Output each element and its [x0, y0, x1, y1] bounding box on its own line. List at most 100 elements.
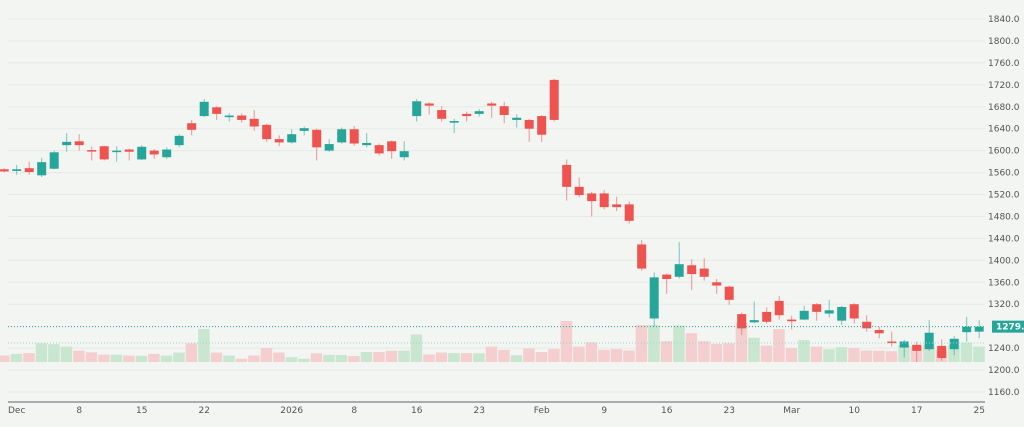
candle-body: [749, 320, 759, 323]
volume-bar: [560, 321, 573, 362]
volume-bar: [610, 349, 623, 362]
x-tick-label: 16: [411, 406, 423, 416]
candle: [487, 101, 497, 118]
candle-body: [112, 150, 122, 153]
candle: [12, 164, 22, 175]
candle: [974, 320, 984, 339]
candle: [124, 148, 134, 161]
candle-body: [24, 168, 34, 173]
candle: [387, 140, 397, 159]
candle: [949, 336, 959, 356]
volume-bar: [0, 355, 10, 362]
volume-bar: [885, 351, 898, 362]
candle-body: [887, 341, 897, 344]
x-tick-label: Mar: [783, 406, 800, 416]
candle: [424, 102, 434, 115]
volume-bar: [598, 349, 610, 362]
candle-body: [762, 311, 772, 322]
candle-body: [549, 79, 559, 120]
x-tick-label: 17: [911, 406, 922, 416]
candle-body: [49, 152, 59, 169]
x-tick-label: 10: [848, 406, 860, 416]
last-price-badge: 1279.1: [992, 320, 1024, 333]
volume-bar: [23, 353, 35, 362]
candle-body: [787, 319, 797, 322]
candle-body: [412, 101, 422, 117]
volume-bar: [860, 350, 873, 362]
volume-bar: [60, 346, 73, 362]
candle: [737, 312, 747, 335]
y-tick-label: 1680.0: [988, 103, 1020, 113]
candle: [412, 99, 422, 122]
y-tick-label: 1360.0: [988, 278, 1020, 288]
candle: [374, 143, 384, 156]
candle-body: [799, 310, 809, 320]
candle: [212, 106, 222, 120]
x-tick-label: 25: [973, 406, 984, 416]
volume-bar: [98, 354, 110, 362]
volume-bar: [35, 343, 48, 362]
volume-bar: [498, 349, 510, 362]
candle: [799, 305, 809, 321]
candle: [174, 134, 184, 148]
candle-body: [87, 150, 97, 152]
candle: [87, 146, 97, 161]
candle-body: [812, 304, 822, 312]
candle-body: [849, 304, 859, 319]
candle-body: [924, 332, 934, 350]
candle-body: [299, 128, 309, 131]
volume-bar: [798, 340, 810, 362]
y-tick-label: 1560.0: [988, 169, 1020, 179]
candle-body: [137, 146, 147, 160]
candle-body: [99, 146, 109, 160]
x-tick-label: 23: [723, 406, 734, 416]
candle: [912, 341, 922, 362]
candle-body: [837, 306, 847, 321]
candle: [849, 303, 859, 324]
candle: [962, 316, 972, 342]
candle: [587, 191, 597, 217]
candle-body: [712, 282, 722, 286]
x-tick-label: 8: [351, 406, 357, 416]
volume-bar: [960, 342, 973, 362]
y-tick-label: 1440.0: [988, 234, 1020, 244]
candle: [499, 101, 509, 124]
candle-body: [624, 204, 634, 221]
volume-bar: [273, 352, 285, 362]
candle-body: [562, 164, 572, 187]
volume-bar: [423, 354, 435, 362]
candle: [887, 331, 897, 347]
candle: [399, 141, 409, 161]
candle-body: [449, 121, 459, 123]
candle-body: [949, 338, 959, 350]
candle: [787, 315, 797, 330]
volume-bar: [448, 353, 460, 362]
volume-bar: [660, 341, 673, 362]
x-tick-label: Feb: [534, 406, 550, 416]
candles: [0, 78, 984, 362]
candle-body: [387, 141, 397, 152]
candle: [149, 148, 159, 159]
candle-body: [362, 142, 372, 146]
candle-body: [212, 107, 222, 114]
candle-body: [74, 141, 84, 146]
x-tick-label: Dec: [8, 406, 25, 416]
candle: [137, 145, 147, 160]
candle: [49, 150, 59, 170]
volume-bar: [385, 350, 398, 362]
candle: [249, 110, 259, 131]
volume-bar: [723, 343, 735, 362]
candle-body: [149, 150, 159, 155]
y-tick-label: 1800.0: [988, 37, 1020, 47]
candle: [99, 145, 109, 161]
volume-bar: [685, 333, 698, 362]
candle-body: [512, 117, 522, 120]
x-tick-label: 15: [136, 406, 147, 416]
y-tick-label: 1640.0: [988, 125, 1020, 135]
candle-body: [537, 116, 547, 135]
volume-bar: [585, 342, 598, 362]
candle: [74, 134, 84, 151]
x-tick-label: 16: [661, 406, 673, 416]
candle-body: [349, 129, 359, 144]
candle-body: [0, 169, 9, 172]
